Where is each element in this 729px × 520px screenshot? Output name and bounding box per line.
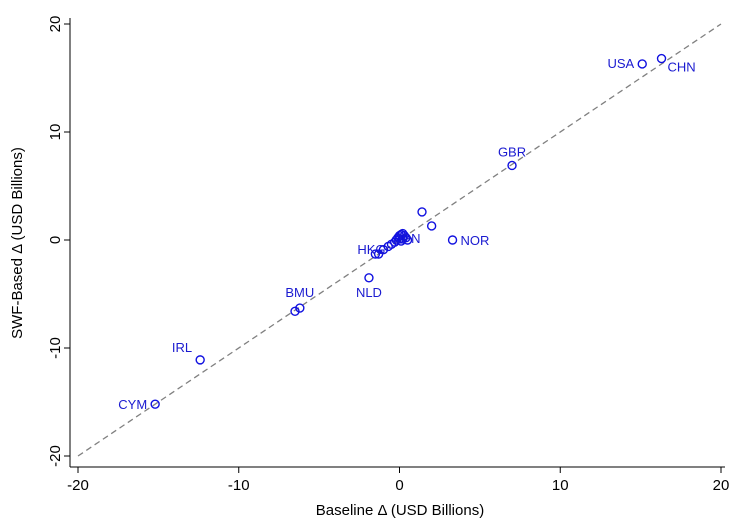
data-point: [370, 249, 381, 259]
data-point: [398, 234, 408, 244]
data-point: [637, 59, 647, 69]
point-label-irl: IRL: [172, 340, 192, 355]
point-label-bmu: BMU: [285, 285, 314, 300]
data-point: [150, 399, 160, 409]
data-point: [656, 53, 667, 64]
y-axis-ticks: -20 -10 0 10 20: [47, 16, 70, 467]
point-label-nor: NOR: [461, 233, 490, 248]
data-point: [447, 235, 458, 245]
x-tick-label: 0: [395, 477, 403, 494]
point-label-usa: USA: [607, 56, 634, 71]
point-label-chn: CHN: [668, 60, 696, 75]
y-axis-title: SWF-Based Δ (USD Billions): [9, 147, 26, 339]
y-tick-label: 10: [47, 124, 64, 141]
point-label-cym: CYM: [118, 397, 147, 412]
point-label-gbr: GBR: [498, 144, 526, 159]
data-point: [383, 241, 393, 252]
data-point: [295, 303, 305, 313]
x-tick-label: 10: [552, 477, 569, 494]
x-tick-label: 20: [713, 477, 729, 494]
point-label-hkg: HKG: [357, 242, 385, 257]
point-label-nld: NLD: [356, 285, 382, 300]
data-point: [290, 306, 300, 316]
data-points: [150, 53, 667, 409]
data-point: [394, 234, 405, 244]
y-tick-label: -20: [47, 445, 64, 467]
data-point-labels: CHN USA GBR NOR JPN HKG NLD BMU IRL CYM: [118, 56, 695, 412]
x-tick-label: -20: [67, 477, 89, 494]
data-point: [373, 249, 384, 259]
reference-line-45deg: [77, 23, 722, 457]
data-point: [426, 221, 437, 231]
data-point: [417, 207, 427, 217]
point-label-jpn: JPN: [396, 231, 421, 246]
data-point: [195, 355, 205, 365]
x-axis-ticks: -20 -10 0 10 20: [67, 467, 729, 494]
data-point: [507, 160, 517, 171]
y-tick-label: 0: [47, 236, 64, 244]
x-tick-label: -10: [228, 477, 250, 494]
data-point: [396, 236, 406, 246]
y-tick-label: 20: [47, 16, 64, 33]
x-axis-title: Baseline Δ (USD Billions): [316, 502, 484, 519]
data-point: [364, 273, 374, 283]
y-tick-label: -10: [47, 337, 64, 359]
